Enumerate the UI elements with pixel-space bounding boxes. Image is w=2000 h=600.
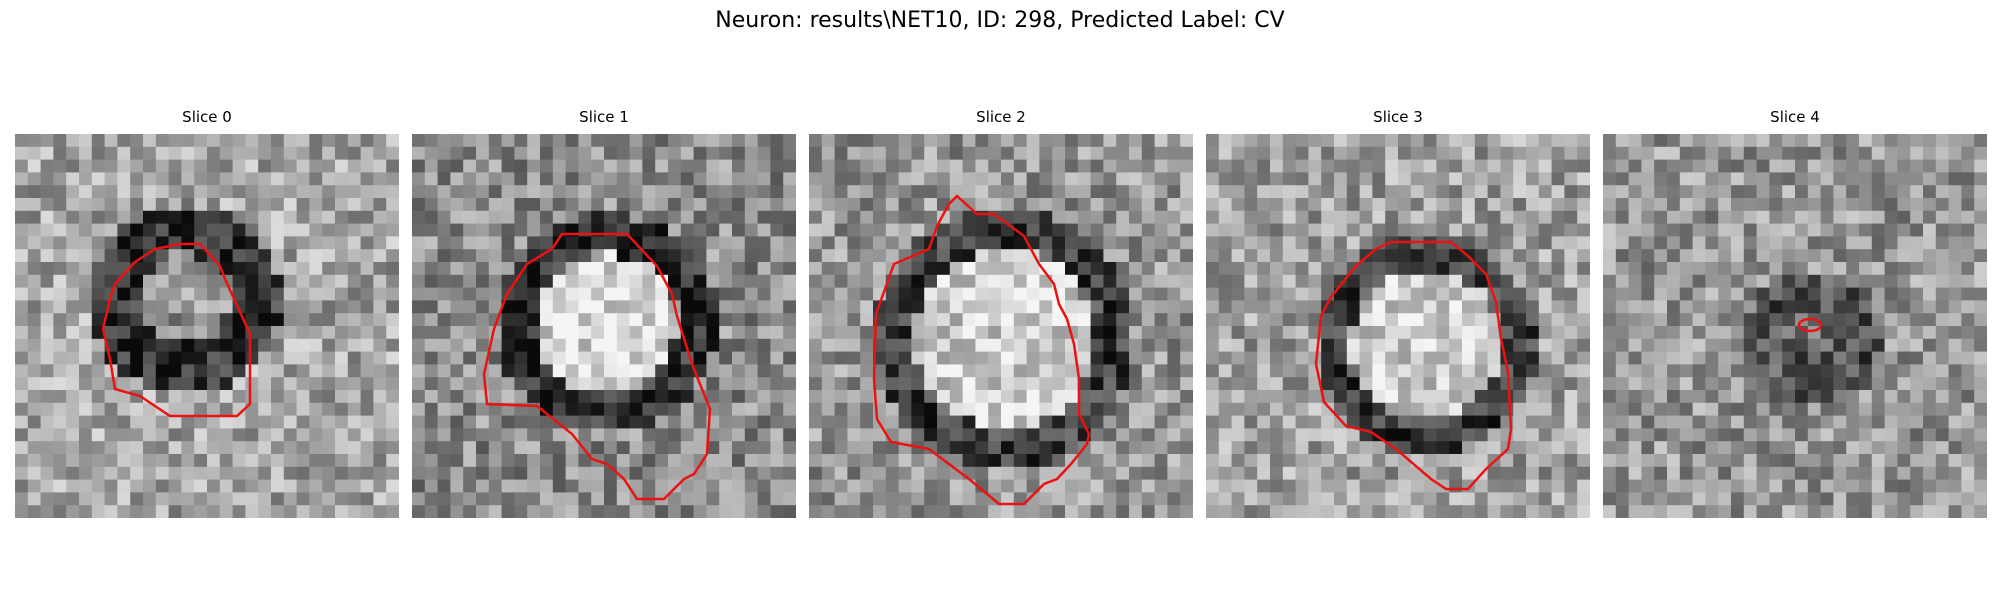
- slice-title-3: Slice 3: [1373, 108, 1423, 126]
- slice-image-3: [1206, 134, 1590, 518]
- slice-title-1: Slice 1: [579, 108, 629, 126]
- roi-contour: [872, 194, 1091, 506]
- slice-image-4: [1603, 134, 1987, 518]
- slice-title-2: Slice 2: [976, 108, 1026, 126]
- roi-contour: [101, 242, 252, 418]
- slice-image-2: [809, 134, 1193, 518]
- slice-title-4: Slice 4: [1770, 108, 1820, 126]
- roi-contour: [1314, 240, 1513, 491]
- roi-contour: [1797, 317, 1823, 333]
- roi-contour: [482, 232, 712, 501]
- slice-image-0: [15, 134, 399, 518]
- slice-title-0: Slice 0: [182, 108, 232, 126]
- slice-image-1: [412, 134, 796, 518]
- figure-title: Neuron: results\NET10, ID: 298, Predicte…: [715, 8, 1285, 33]
